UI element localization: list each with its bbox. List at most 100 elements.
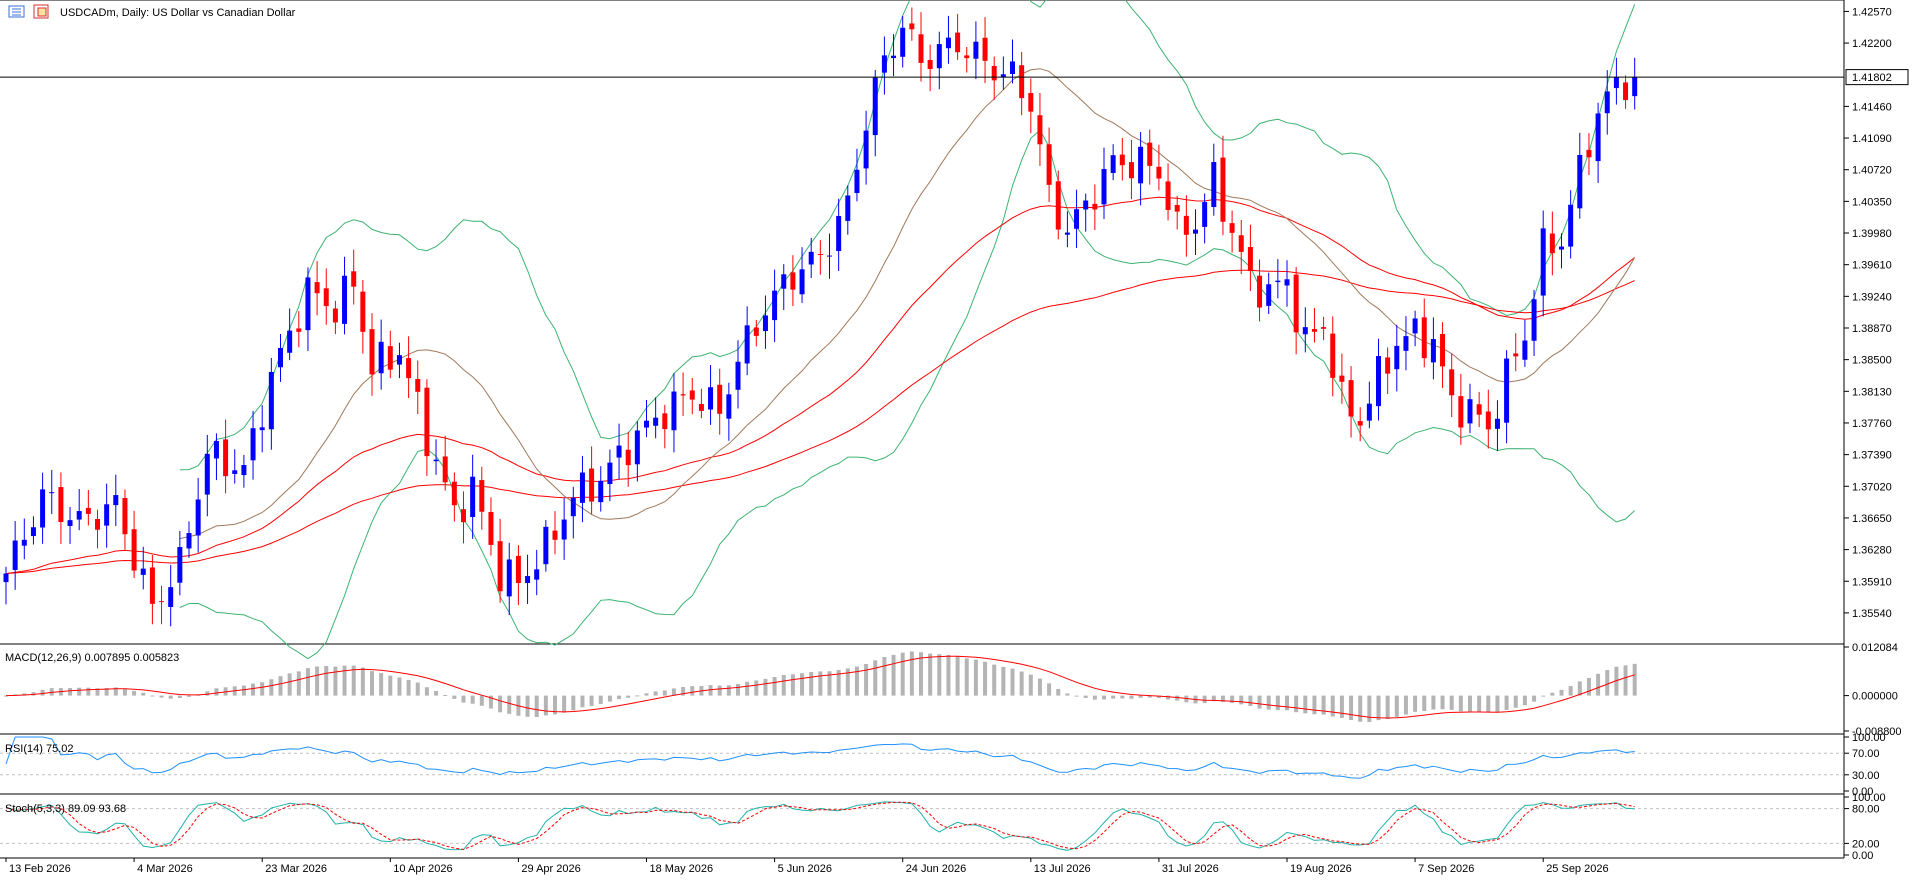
candle-body [680,394,686,396]
candle-body [1485,411,1491,430]
candle-body [296,328,302,332]
candle-body [1138,146,1144,184]
candle-body [817,254,823,256]
price-tick-label: 1.41460 [1852,101,1892,113]
candle-body [543,526,549,565]
candle-body [1595,113,1601,162]
macd-histogram-bar [1513,695,1518,708]
macd-histogram-bar [1102,695,1106,700]
candle-body [1339,375,1345,382]
candle-body [598,480,604,503]
candle-body [406,358,412,379]
macd-histogram-bar [1257,695,1262,709]
macd-histogram-bar [1248,695,1253,707]
candle-body [955,32,961,53]
macd-histogram-bar [708,685,713,696]
candle-body [1394,345,1400,370]
candle-body [836,216,842,251]
macd-histogram-bar [488,695,493,709]
macd-histogram-bar [1358,695,1363,722]
ma-fast-line [179,68,1636,540]
rsi-tick-label: 100.00 [1852,732,1886,744]
macd-histogram-bar [1330,695,1335,717]
candle-body [1275,280,1281,283]
candle-body [168,587,174,607]
candle-body [204,453,210,495]
macd-histogram-bar [635,695,640,697]
macd-histogram-bar [86,687,91,696]
candle-body [1165,181,1171,210]
macd-histogram-bar [296,671,301,696]
macd-histogram-bar [434,691,439,696]
candle-body [909,23,915,30]
macd-histogram-bar [342,665,347,696]
candle-body [332,308,338,323]
macd-histogram-bar [333,666,338,696]
macd-histogram-bar [983,661,988,696]
candle-body [1055,181,1061,230]
macd-histogram-bar [159,695,164,698]
macd-histogram-bar [1010,668,1015,696]
candle-body [1193,229,1198,234]
candle-body [762,315,768,332]
macd-histogram-bar [1367,695,1372,723]
candle-body [1028,92,1034,112]
macd-histogram-bar [589,695,594,706]
candle-body [1238,235,1244,252]
macd-histogram-bar [1321,695,1326,715]
candle-body [1174,204,1180,212]
macd-histogram-bar [1385,695,1390,720]
candle-body [927,59,933,70]
candle-body [982,37,988,61]
chart-header: USDCADm, Daily: US Dollar vs Canadian Do… [8,4,296,19]
macd-histogram-bar [1440,695,1445,710]
macd-histogram-bar [31,692,36,696]
macd-histogram-bar [214,688,219,696]
macd-histogram-bar [1220,695,1225,703]
candle-body [689,390,695,400]
candle-body [662,413,668,430]
macd-histogram-bar [1147,695,1152,698]
macd-histogram-bar [653,691,658,696]
macd-histogram-bar [1175,695,1180,701]
candle-body [717,384,723,414]
candle-body [314,282,320,294]
macd-histogram-bar [251,683,256,696]
macd-histogram-bar [397,677,402,696]
candle-body [1202,202,1208,227]
candle-body [1568,204,1574,247]
macd-histogram-bar [754,680,759,696]
stoch-tick-label: 100.00 [1852,792,1886,804]
stoch-tick-label: 0.00 [1852,850,1873,862]
candle-body [461,509,466,523]
macd-histogram-bar [992,664,997,696]
macd-histogram-bar [49,688,54,696]
candle-body [223,439,229,477]
macd-histogram-bar [40,689,45,696]
candle-body [369,329,375,375]
chart-window-icon-inner [37,7,47,17]
macd-histogram-bar [68,688,73,696]
candle-body [616,445,622,458]
candle-body [241,465,247,476]
candle-body [1403,336,1409,351]
price-tick-label: 1.39240 [1852,291,1892,303]
candle-body [1019,65,1025,99]
candle-body [625,449,631,466]
time-tick-label: 10 Apr 2026 [393,863,452,875]
macd-histogram-bar [854,666,859,696]
candle-body [360,291,366,332]
candle-body [1211,162,1217,208]
price-tick-label: 1.38130 [1852,386,1892,398]
macd-histogram-bar [919,652,923,696]
candle-body [589,468,595,502]
macd-histogram-bar [187,695,191,697]
macd-histogram-bar [543,695,548,716]
candle-body [1586,149,1592,158]
time-tick-label: 13 Feb 2026 [9,863,71,875]
candle-body [1010,61,1015,75]
candle-body [1128,162,1134,179]
candle-body [497,541,503,592]
candle-body [250,428,256,461]
